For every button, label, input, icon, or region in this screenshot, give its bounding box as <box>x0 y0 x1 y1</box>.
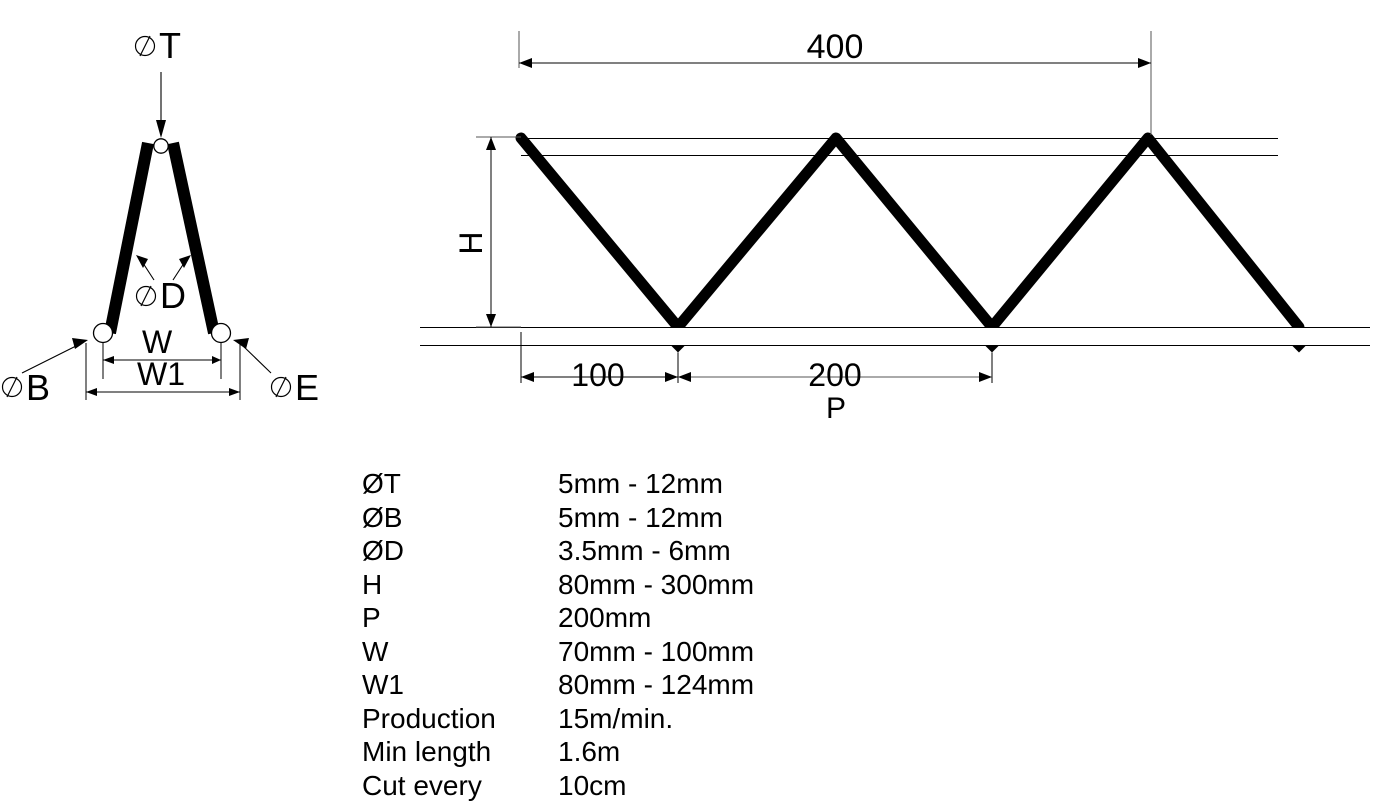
svg-text:Min length: Min length <box>362 736 491 767</box>
svg-text:D: D <box>160 275 186 316</box>
svg-text:100: 100 <box>571 357 624 393</box>
svg-text:ØT: ØT <box>362 468 401 499</box>
svg-text:10cm: 10cm <box>558 770 626 801</box>
svg-text:80mm - 300mm: 80mm - 300mm <box>558 569 754 600</box>
svg-text:ØB: ØB <box>362 502 402 533</box>
svg-text:T: T <box>159 25 181 66</box>
svg-text:Cut every: Cut every <box>362 770 482 801</box>
svg-text:70mm - 100mm: 70mm - 100mm <box>558 636 754 667</box>
svg-text:E: E <box>295 367 319 408</box>
svg-text:1.6m: 1.6m <box>558 736 620 767</box>
svg-text:B: B <box>26 367 50 408</box>
svg-text:80mm - 124mm: 80mm - 124mm <box>558 669 754 700</box>
svg-text:5mm - 12mm: 5mm - 12mm <box>558 502 723 533</box>
svg-text:5mm - 12mm: 5mm - 12mm <box>558 468 723 499</box>
svg-text:P: P <box>362 602 381 633</box>
svg-text:W: W <box>142 324 173 360</box>
svg-text:H: H <box>453 231 489 254</box>
svg-text:200: 200 <box>808 357 861 393</box>
svg-text:ØD: ØD <box>362 535 404 566</box>
svg-text:200mm: 200mm <box>558 602 651 633</box>
svg-text:P: P <box>826 392 846 425</box>
svg-text:3.5mm - 6mm: 3.5mm - 6mm <box>558 535 731 566</box>
svg-text:W1: W1 <box>137 356 185 392</box>
svg-text:H: H <box>362 569 382 600</box>
svg-text:W: W <box>362 636 389 667</box>
svg-text:Production: Production <box>362 703 496 734</box>
svg-text:400: 400 <box>807 28 864 66</box>
svg-text:15m/min.: 15m/min. <box>558 703 673 734</box>
svg-text:W1: W1 <box>362 669 404 700</box>
